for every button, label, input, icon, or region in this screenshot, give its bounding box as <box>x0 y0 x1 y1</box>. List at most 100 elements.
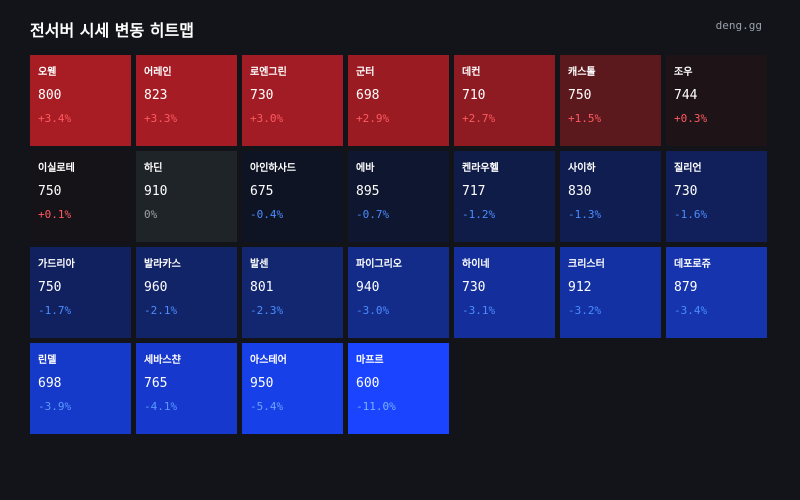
server-tile: 크리스터 912 -3.2% <box>560 247 661 338</box>
server-price: 710 <box>462 88 486 103</box>
server-price: 675 <box>250 184 274 199</box>
server-name: 사이하 <box>568 163 596 174</box>
server-name: 하이네 <box>462 259 490 270</box>
server-price: 912 <box>568 280 592 295</box>
server-name: 아인하사드 <box>250 163 296 174</box>
server-price: 730 <box>674 184 698 199</box>
server-tile: 어레인 823 +3.3% <box>136 55 237 146</box>
server-tile: 아인하사드 675 -0.4% <box>242 151 343 242</box>
server-price: 800 <box>38 88 62 103</box>
price-change: -0.7% <box>356 208 390 221</box>
server-price: 750 <box>38 280 62 295</box>
server-name: 파이그리오 <box>356 259 402 270</box>
price-change: -2.1% <box>144 304 178 317</box>
server-tile: 캐스톨 750 +1.5% <box>560 55 661 146</box>
server-name: 오웬 <box>38 67 57 78</box>
server-tile: 이실로테 750 +0.1% <box>30 151 131 242</box>
price-change: +2.7% <box>462 112 496 125</box>
price-change: -5.4% <box>250 400 284 413</box>
server-price: 940 <box>356 280 380 295</box>
heatmap-grid: 오웬 800 +3.4% 어레인 823 +3.3% 로엔그린 730 +3.0% 군터 698 +2… <box>30 55 767 434</box>
server-tile: 하딘 910 0% <box>136 151 237 242</box>
server-name: 군터 <box>356 67 375 78</box>
server-tile: 켄라우헬 717 -1.2% <box>454 151 555 242</box>
server-name: 크리스터 <box>568 259 605 270</box>
price-change: +1.5% <box>568 112 602 125</box>
price-change: -0.4% <box>250 208 284 221</box>
server-name: 에바 <box>356 163 375 174</box>
server-name: 데포로쥬 <box>674 259 711 270</box>
server-tile: 조우 744 +0.3% <box>666 55 767 146</box>
server-tile: 세바스챤 765 -4.1% <box>136 343 237 434</box>
server-name: 질리언 <box>674 163 702 174</box>
server-tile: 에바 895 -0.7% <box>348 151 449 242</box>
price-change: +3.3% <box>144 112 178 125</box>
server-tile: 가드리아 750 -1.7% <box>30 247 131 338</box>
server-price: 730 <box>250 88 274 103</box>
page-title: 전서버 시세 변동 히트맵 <box>30 21 194 40</box>
server-tile: 로엔그린 730 +3.0% <box>242 55 343 146</box>
price-change: -3.9% <box>38 400 72 413</box>
server-price: 879 <box>674 280 698 295</box>
server-name: 가드리아 <box>38 259 75 270</box>
server-tile: 마프르 600 -11.0% <box>348 343 449 434</box>
price-change: +2.9% <box>356 112 390 125</box>
server-price: 698 <box>38 376 62 391</box>
price-change: -11.0% <box>356 400 396 413</box>
price-change: +0.1% <box>38 208 72 221</box>
price-change: -3.4% <box>674 304 708 317</box>
server-name: 데컨 <box>462 67 481 78</box>
server-price: 730 <box>462 280 486 295</box>
server-price: 744 <box>674 88 698 103</box>
server-tile: 데포로쥬 879 -3.4% <box>666 247 767 338</box>
server-tile: 발라카스 960 -2.1% <box>136 247 237 338</box>
server-name: 조우 <box>674 67 693 78</box>
server-name: 캐스톨 <box>568 67 596 78</box>
server-price: 910 <box>144 184 168 199</box>
server-price: 823 <box>144 88 168 103</box>
server-price: 765 <box>144 376 168 391</box>
price-change: 0% <box>144 208 158 221</box>
server-name: 로엔그린 <box>250 67 287 78</box>
price-change: +0.3% <box>674 112 708 125</box>
server-name: 린델 <box>38 355 57 366</box>
server-name: 켄라우헬 <box>462 163 499 174</box>
server-tile: 군터 698 +2.9% <box>348 55 449 146</box>
price-change: +3.4% <box>38 112 72 125</box>
server-tile: 아스테어 950 -5.4% <box>242 343 343 434</box>
server-price: 750 <box>38 184 62 199</box>
server-name: 아스테어 <box>250 355 287 366</box>
server-tile: 오웬 800 +3.4% <box>30 55 131 146</box>
server-name: 발라카스 <box>144 259 181 270</box>
price-change: -1.3% <box>568 208 602 221</box>
server-tile: 린델 698 -3.9% <box>30 343 131 434</box>
server-tile: 사이하 830 -1.3% <box>560 151 661 242</box>
price-change: -4.1% <box>144 400 178 413</box>
server-name: 마프르 <box>356 355 384 366</box>
server-tile: 발센 801 -2.3% <box>242 247 343 338</box>
server-price: 830 <box>568 184 592 199</box>
server-tile: 파이그리오 940 -3.0% <box>348 247 449 338</box>
price-change: -1.7% <box>38 304 72 317</box>
price-change: -1.6% <box>674 208 708 221</box>
price-change: -2.3% <box>250 304 284 317</box>
server-tile: 하이네 730 -3.1% <box>454 247 555 338</box>
brand: deng.gg <box>715 19 762 32</box>
server-price: 960 <box>144 280 168 295</box>
server-price: 600 <box>356 376 380 391</box>
price-change: -3.2% <box>568 304 602 317</box>
server-name: 어레인 <box>144 67 172 78</box>
price-change: -3.1% <box>462 304 496 317</box>
server-tile: 데컨 710 +2.7% <box>454 55 555 146</box>
server-name: 발센 <box>250 259 269 270</box>
price-change: -3.0% <box>356 304 390 317</box>
server-name: 이실로테 <box>38 163 75 174</box>
server-name: 하딘 <box>144 163 163 174</box>
server-name: 세바스챤 <box>144 355 181 366</box>
server-price: 950 <box>250 376 274 391</box>
server-price: 895 <box>356 184 380 199</box>
server-tile: 질리언 730 -1.6% <box>666 151 767 242</box>
price-change: -1.2% <box>462 208 496 221</box>
server-price: 801 <box>250 280 274 295</box>
